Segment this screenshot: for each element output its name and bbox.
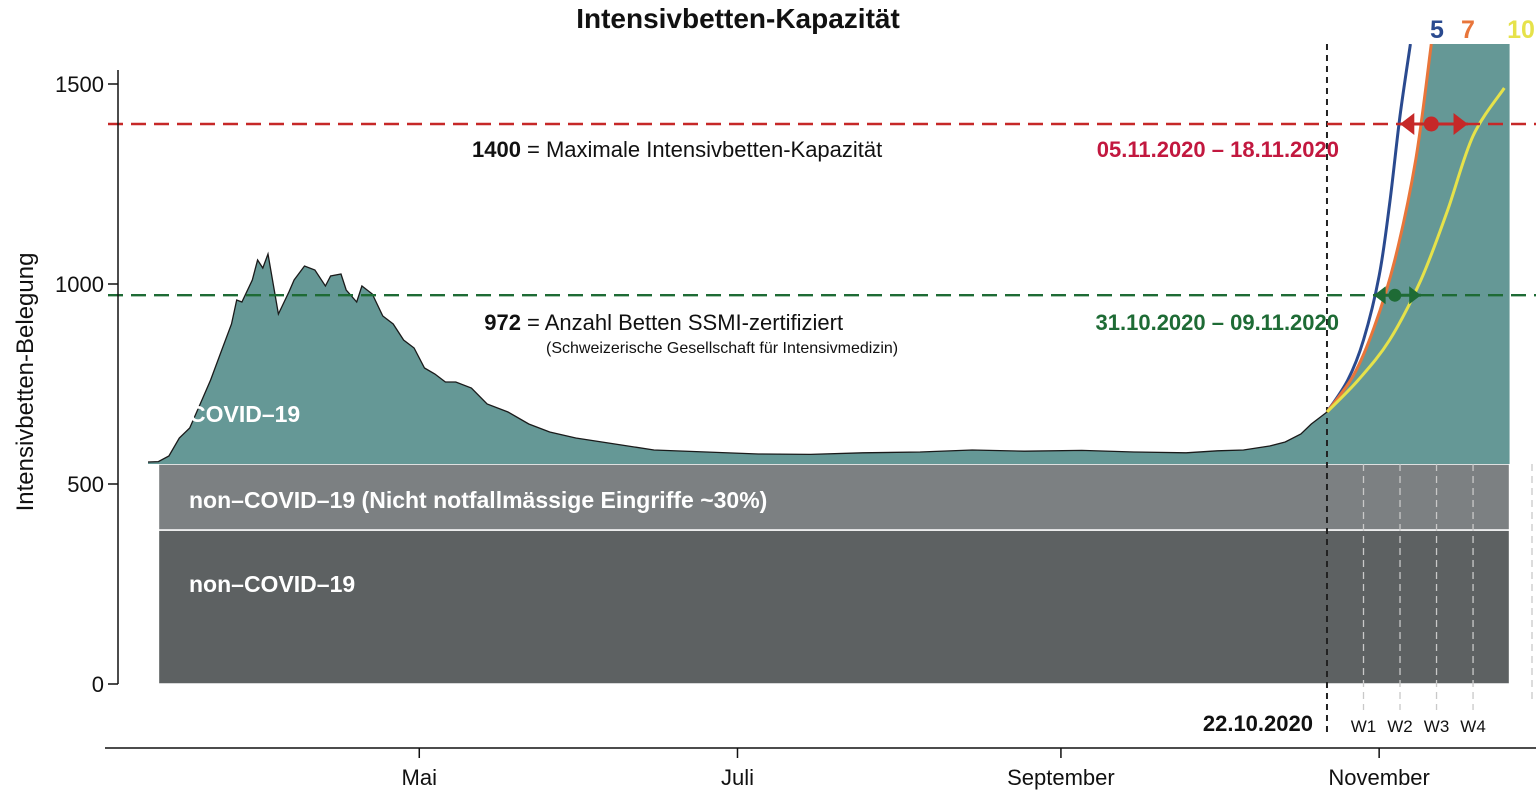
week-label-1: W2 <box>1387 717 1413 736</box>
text-layer: 22.10.2020 5 7 10 1400 = Maximale Intensivbet… <box>189 16 1535 736</box>
y-tick-label-2: 1000 <box>55 272 104 297</box>
today-label: 22.10.2020 <box>1203 711 1313 736</box>
ref-range-972: 31.10.2020 – 09.11.2020 <box>1096 310 1339 335</box>
ref-value-1400: 1400 <box>472 137 521 162</box>
range-arrow-left-0 <box>1400 113 1415 135</box>
x-tick-label-2: September <box>1007 765 1115 790</box>
projection-label-0: 5 <box>1430 16 1444 44</box>
ref-sublabel-972: (Schweizerische Gesellschaft für Intensi… <box>546 340 898 357</box>
range-dot-0 <box>1423 116 1439 132</box>
band-0 <box>157 529 1511 685</box>
ref-label-972: = Anzahl Betten SSMI-zertifiziert <box>527 310 843 335</box>
covid-band-label: COVID–19 <box>189 401 300 427</box>
ref-range-1400: 05.11.2020 – 18.11.2020 <box>1097 137 1339 162</box>
band-1 <box>157 463 1511 531</box>
projection-line-0 <box>1325 44 1412 413</box>
x-tick-label-0: Mai <box>402 765 437 790</box>
y-tick-label-3: 1500 <box>55 72 104 97</box>
x-tick-label-1: Juli <box>721 765 754 790</box>
week-label-3: W4 <box>1460 717 1486 736</box>
elective-band-label: non–COVID–19 (Nicht notfallmässige Eingr… <box>189 487 767 513</box>
projection-line-2 <box>1325 87 1506 414</box>
ref-value-972: 972 <box>484 310 521 335</box>
axes-layer: 0 500 1000 1500 Mai Juli September November <box>55 70 1536 790</box>
reference-layer <box>108 113 1536 305</box>
ref-label-1400: = Maximale Intensivbetten-Kapazität <box>527 137 882 162</box>
range-dot-1 <box>1388 288 1402 302</box>
chart-title: Intensivbetten-Kapazität <box>576 3 900 34</box>
projection-line-1 <box>1325 44 1433 413</box>
area-layer <box>147 44 1510 464</box>
range-arrow-left-1 <box>1373 286 1386 305</box>
y-axis-label: Intensivbetten-Belegung <box>12 253 39 512</box>
week-label-2: W3 <box>1424 717 1450 736</box>
y-tick-label-0: 0 <box>92 672 104 697</box>
projection-label-2: 10 <box>1507 16 1535 44</box>
week-layer: W1 W2 W3 W4 <box>1325 44 1533 736</box>
range-arrow-right-0 <box>1453 113 1468 135</box>
noncovid-band-label: non–COVID–19 <box>189 571 355 597</box>
y-tick-label-1: 500 <box>67 472 104 497</box>
covid-line <box>147 251 1328 463</box>
projection-label-1: 7 <box>1461 16 1475 44</box>
covid-area <box>148 254 1327 464</box>
projection-area <box>1326 44 1510 464</box>
x-tick-label-3: November <box>1328 765 1429 790</box>
line-layer <box>1325 44 1506 414</box>
week-label-0: W1 <box>1351 717 1377 736</box>
band-layer <box>157 463 1511 685</box>
range-arrow-right-1 <box>1409 286 1421 305</box>
